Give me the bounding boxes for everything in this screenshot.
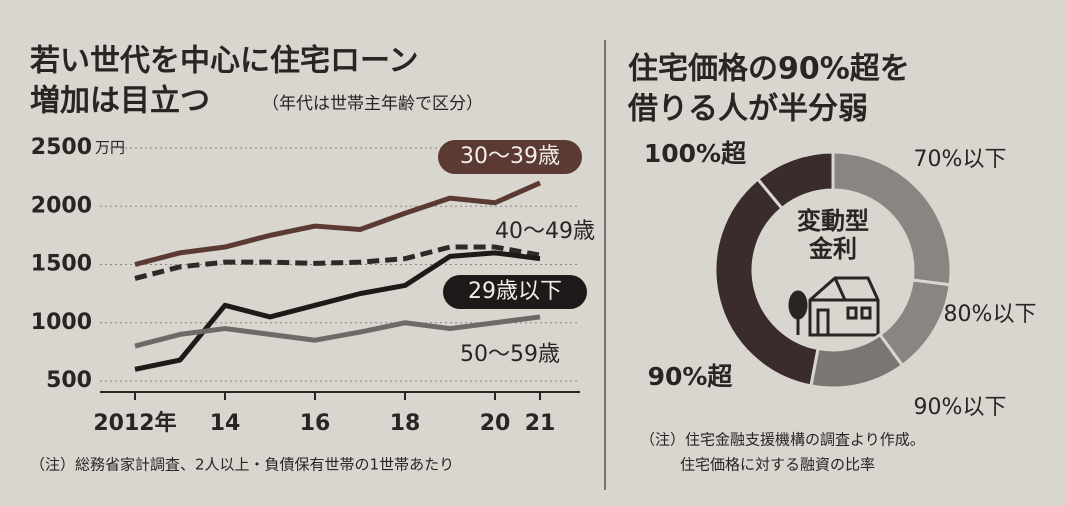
label-pill <box>438 140 582 174</box>
note: 住宅価格に対する融資の比率 <box>680 456 875 474</box>
chart-title: 借りる人が半分弱 <box>627 92 868 127</box>
y-tick-label: 2000 <box>31 193 92 218</box>
donut-segment <box>713 176 820 388</box>
center-label: 金利 <box>808 235 857 263</box>
category-label: 80%以下 <box>944 302 1037 327</box>
label-pill <box>443 275 587 309</box>
chart-title: 住宅価格の90%超を <box>628 52 910 87</box>
x-tick-label: 20 <box>480 411 511 436</box>
donut-segment <box>755 150 835 211</box>
series-label: 50～59歳 <box>460 342 560 367</box>
x-tick-label: 21 <box>525 411 556 436</box>
y-tick-label: 1500 <box>31 252 92 277</box>
y-tick-label: 500 <box>46 368 92 393</box>
center-label: 変動型 <box>797 207 869 235</box>
category-label: 90%超 <box>648 362 734 391</box>
series-line <box>134 314 541 349</box>
subtitle: （年代は世帯主年齢で区分） <box>262 94 483 114</box>
chart-title: 増加は目立つ <box>30 84 210 119</box>
x-tick-label: 16 <box>300 411 331 436</box>
x-tick-label: 18 <box>390 411 421 436</box>
y-tick-label: 2500 <box>31 135 92 160</box>
category-label: 100%超 <box>644 139 747 168</box>
series-line <box>134 244 541 281</box>
series-label: 40～49歳 <box>495 219 595 244</box>
series-label: 30～39歳 <box>460 144 560 169</box>
series-line <box>134 180 542 267</box>
chart-title: 若い世代を中心に住宅ローン <box>30 44 419 79</box>
x-tick-label: 2012年 <box>93 410 176 436</box>
y-tick-label: 1000 <box>31 310 92 335</box>
note: （注）住宅金融支援機構の調査より作成。 <box>640 431 925 449</box>
x-tick-label: 14 <box>210 411 241 436</box>
house-icon <box>788 276 880 337</box>
note: （注）総務省家計調査、2人以上・負債保有世帯の1世帯あたり <box>30 456 454 474</box>
category-label: 70%以下 <box>914 147 1007 172</box>
category-label: 90%以下 <box>914 395 1007 420</box>
series-label: 29歳以下 <box>468 279 562 304</box>
